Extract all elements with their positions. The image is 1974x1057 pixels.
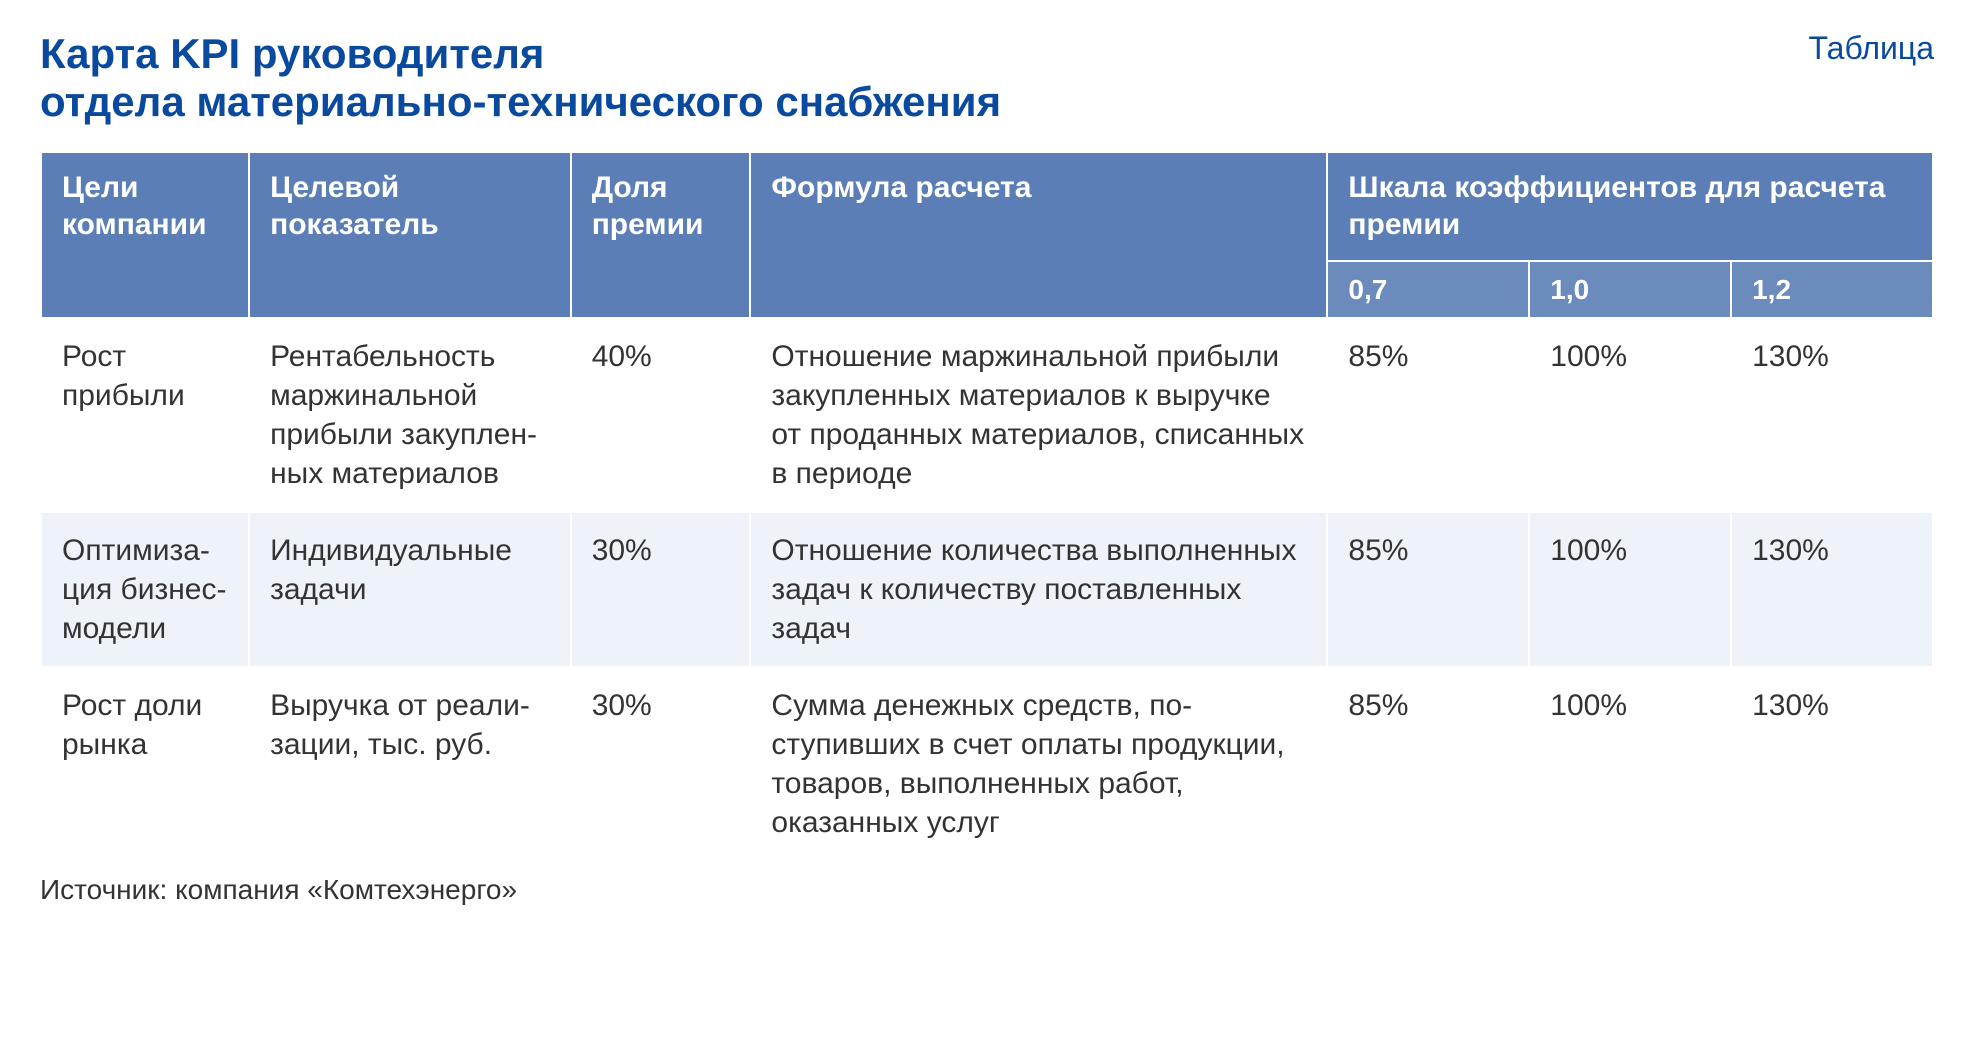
cell-share: 40% [571,318,751,512]
page-title: Карта KPI руководителяотдела материально… [40,30,1001,127]
cell-coef-2: 130% [1731,667,1933,861]
cell-goals: Рост прибыли [41,318,249,512]
cell-share: 30% [571,667,751,861]
cell-coef-0: 85% [1327,512,1529,667]
col-header-indicator: Целевой показатель [249,152,571,318]
cell-goals: Рост доли рынка [41,667,249,861]
cell-coef-2: 130% [1731,512,1933,667]
cell-indicator: Рентабельность маржинальной прибыли заку… [249,318,571,512]
table-header-row: Цели компании Целевой показатель Доля пр… [41,152,1933,261]
col-subheader-2: 1,2 [1731,261,1933,318]
cell-indicator: Выручка от реали­зации, тыс. руб. [249,667,571,861]
table-row: Рост прибыли Рентабельность маржинальной… [41,318,1933,512]
cell-coef-2: 130% [1731,318,1933,512]
col-subheader-1: 1,0 [1529,261,1731,318]
col-subheader-0: 0,7 [1327,261,1529,318]
source-text: Источник: компания «Комтехэнерго» [40,874,1934,906]
table-row: Оптимиза­ция бизнес-модели Индивидуальны… [41,512,1933,667]
cell-share: 30% [571,512,751,667]
cell-coef-1: 100% [1529,667,1731,861]
cell-coef-1: 100% [1529,318,1731,512]
cell-formula: Отношение маржинальной при­были закуплен… [750,318,1327,512]
cell-formula: Сумма денежных средств, по­ступивших в с… [750,667,1327,861]
cell-coef-0: 85% [1327,318,1529,512]
table-row: Рост доли рынка Выручка от реали­зации, … [41,667,1933,861]
cell-coef-0: 85% [1327,667,1529,861]
cell-formula: Отношение количества выпол­ненных задач … [750,512,1327,667]
col-header-share: Доля премии [571,152,751,318]
table-label: Таблица [1809,30,1934,67]
col-header-scale: Шкала коэффициентов для расчета премии [1327,152,1933,261]
cell-coef-1: 100% [1529,512,1731,667]
kpi-table: Цели компании Целевой показатель Доля пр… [40,151,1934,862]
col-header-goals: Цели компании [41,152,249,318]
cell-indicator: Индивидуальные задачи [249,512,571,667]
col-header-formula: Формула расчета [750,152,1327,318]
table-body: Рост прибыли Рентабельность маржинальной… [41,318,1933,861]
header-row: Карта KPI руководителяотдела материально… [40,30,1934,127]
cell-goals: Оптимиза­ция бизнес-модели [41,512,249,667]
